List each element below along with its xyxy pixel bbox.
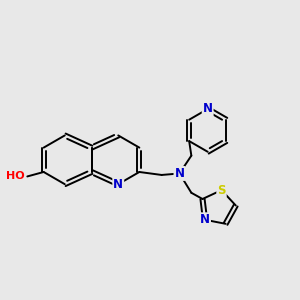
Text: N: N — [203, 103, 213, 116]
Text: N: N — [113, 178, 123, 191]
Text: N: N — [175, 167, 184, 180]
Text: N: N — [200, 213, 210, 226]
Text: S: S — [217, 184, 226, 196]
Text: HO: HO — [6, 171, 24, 182]
